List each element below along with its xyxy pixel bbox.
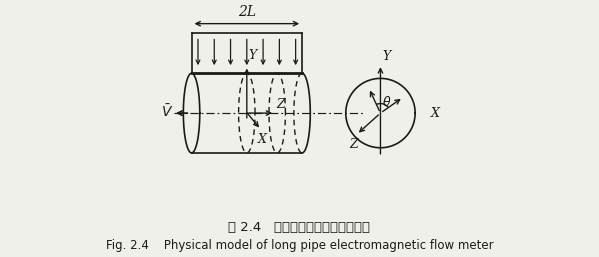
Text: Y: Y [383,50,391,63]
Text: 2L: 2L [238,5,256,19]
Text: $\theta$: $\theta$ [382,95,391,109]
Text: X: X [258,133,267,146]
Text: Z: Z [349,138,358,151]
Text: 图 2.4   长管道电磁流量计物理模型: 图 2.4 长管道电磁流量计物理模型 [228,221,371,234]
Text: Z: Z [276,98,285,111]
Text: $\bar{V}$: $\bar{V}$ [161,104,174,121]
Text: Y: Y [249,49,257,62]
Text: Fig. 2.4    Physical model of long pipe electromagnetic flow meter: Fig. 2.4 Physical model of long pipe ele… [105,239,494,252]
Text: X: X [431,107,440,120]
